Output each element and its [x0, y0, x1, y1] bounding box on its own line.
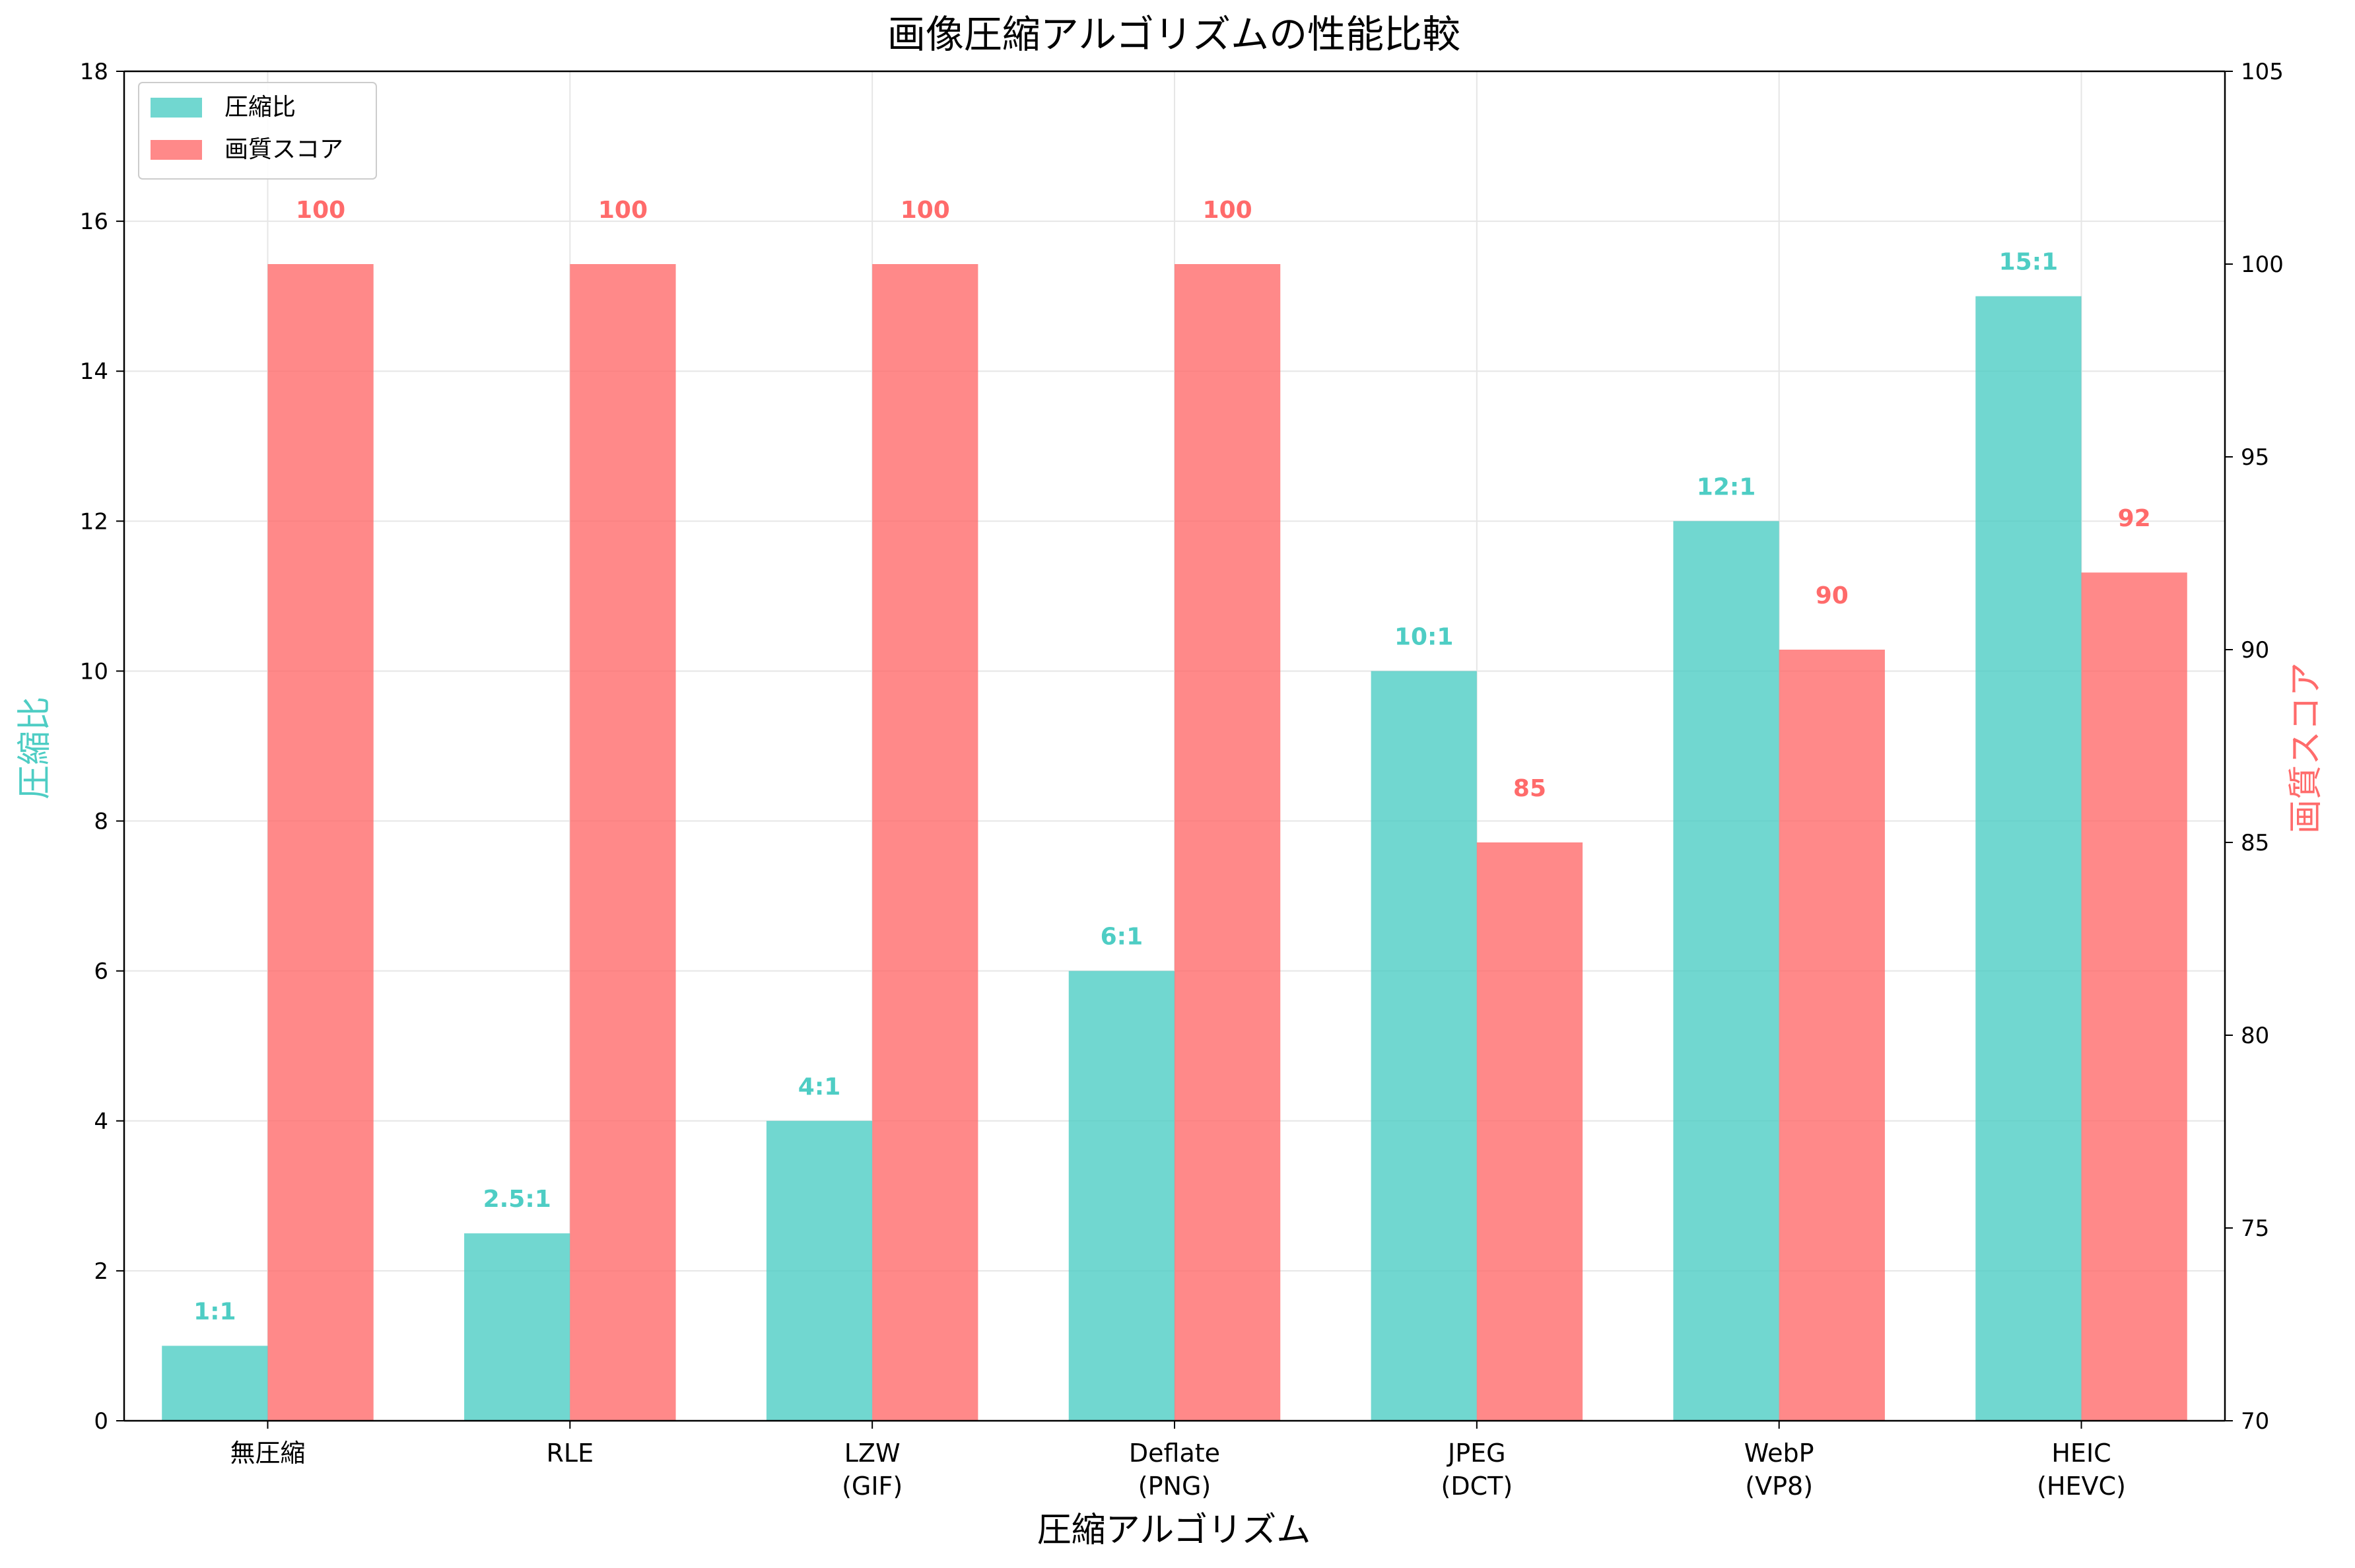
bar-compression-ratio: [1975, 296, 2082, 1421]
data-label-compression-ratio: 6:1: [1101, 924, 1143, 951]
x-tick-label: 無圧縮: [230, 1439, 305, 1468]
y-left-tick-label: 8: [94, 809, 108, 835]
bar-quality-score: [872, 264, 978, 1421]
y-axis-right-title: 画質スコア: [2286, 662, 2326, 834]
data-label-quality-score: 85: [1513, 775, 1546, 802]
y-left-tick-label: 6: [94, 959, 108, 985]
y-left-tick-label: 2: [94, 1258, 108, 1285]
data-label-quality-score: 92: [2118, 505, 2151, 532]
data-label-compression-ratio: 10:1: [1394, 623, 1454, 650]
x-tick-label: Deflate (PNG): [1129, 1439, 1220, 1501]
y-right-tick-label: 75: [2241, 1215, 2269, 1242]
legend-swatch-compression-ratio: [151, 98, 202, 118]
bar-compression-ratio: [1673, 521, 1779, 1421]
data-label-compression-ratio: 1:1: [193, 1298, 236, 1325]
legend-swatch-quality-score: [151, 140, 202, 160]
legend-label-quality-score: 画質スコア: [224, 136, 343, 163]
x-tick-label: JPEG (DCT): [1441, 1439, 1513, 1501]
y-right-tick-label: 85: [2241, 830, 2269, 856]
data-label-compression-ratio: 15:1: [1999, 249, 2059, 276]
x-tick-label: HEIC (HEVC): [2037, 1439, 2126, 1501]
y-right-tick-label: 100: [2241, 252, 2284, 278]
bar-quality-score: [1779, 650, 1885, 1421]
bar-compression-ratio: [1371, 671, 1477, 1421]
data-label-quality-score: 100: [1203, 197, 1252, 224]
bar-compression-ratio: [1068, 971, 1175, 1421]
bar-quality-score: [267, 264, 374, 1421]
bar-compression-ratio: [766, 1120, 873, 1421]
y-right-tick-label: 80: [2241, 1023, 2269, 1049]
data-label-compression-ratio: 4:1: [798, 1074, 841, 1101]
data-label-compression-ratio: 12:1: [1697, 473, 1756, 500]
y-left-tick-label: 4: [94, 1108, 108, 1135]
bar-compression-ratio: [464, 1233, 570, 1421]
axes: 0 2 4 6 8 10 12 14 16 18 70 75 80 85 90 95 100 105 無圧縮 RLE L…: [80, 59, 2284, 1501]
data-label-quality-score: 90: [1816, 582, 1849, 609]
y-right-tick-label: 105: [2241, 59, 2284, 85]
data-label-compression-ratio: 2.5:1: [483, 1186, 551, 1213]
bar-quality-score: [1175, 264, 1281, 1421]
data-label-quality-score: 100: [901, 197, 950, 224]
legend: 圧縮比 画質スコア: [138, 82, 377, 180]
x-tick-label: RLE: [547, 1439, 594, 1468]
y-right-tick-label: 70: [2241, 1408, 2269, 1435]
bar-compression-ratio: [162, 1346, 268, 1421]
y-left-tick-label: 12: [80, 508, 108, 535]
x-tick-label: WebP (VP8): [1744, 1439, 1814, 1501]
data-labels: 1:1 100 2.5:1 100 4:1 100 6:1 100 10:1 85 12:1 90 15…: [193, 197, 2151, 1325]
y-left-tick-label: 18: [80, 59, 108, 85]
y-axis-left-title: 圧縮比: [15, 697, 55, 800]
y-left-tick-label: 16: [80, 209, 108, 235]
bar-quality-score: [570, 264, 676, 1421]
data-label-quality-score: 100: [598, 197, 648, 224]
data-label-quality-score: 100: [296, 197, 345, 224]
bar-quality-score: [2081, 572, 2187, 1421]
y-left-tick-label: 10: [80, 658, 108, 685]
x-axis-title: 圧縮アルゴリズム: [1037, 1511, 1311, 1550]
bars: [162, 264, 2187, 1421]
y-right-tick-label: 90: [2241, 637, 2269, 664]
legend-label-compression-ratio: 圧縮比: [224, 94, 296, 121]
y-right-tick-label: 95: [2241, 444, 2269, 471]
x-tick-label: LZW (GIF): [842, 1439, 903, 1501]
bar-quality-score: [1476, 842, 1583, 1421]
y-left-tick-label: 14: [80, 358, 108, 385]
y-left-tick-label: 0: [94, 1408, 108, 1435]
chart-title: 画像圧縮アルゴリズムの性能比較: [887, 12, 1460, 57]
